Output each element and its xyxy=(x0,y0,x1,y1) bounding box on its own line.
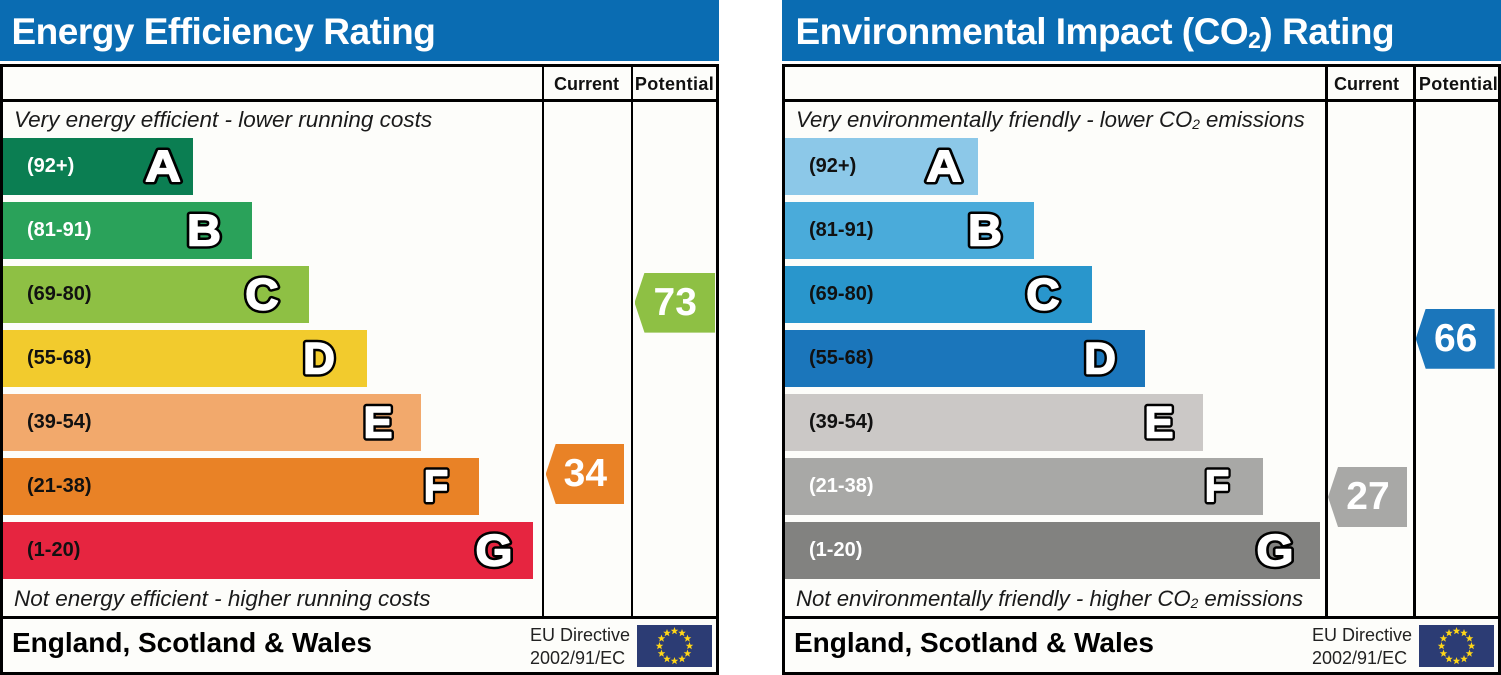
svg-text:F: F xyxy=(1205,462,1230,511)
svg-text:C: C xyxy=(245,270,278,319)
svg-text:B: B xyxy=(187,206,221,255)
svg-text:G: G xyxy=(1256,526,1293,575)
svg-text:B: B xyxy=(187,206,221,255)
svg-text:A: A xyxy=(926,142,962,191)
svg-text:A: A xyxy=(145,142,181,191)
svg-text:F: F xyxy=(424,462,449,511)
svg-text:G: G xyxy=(1256,526,1293,575)
svg-text:F: F xyxy=(424,462,449,511)
svg-text:E: E xyxy=(363,398,392,447)
svg-text:G: G xyxy=(475,526,512,575)
svg-text:G: G xyxy=(475,526,512,575)
svg-text:A: A xyxy=(926,142,962,191)
svg-text:A: A xyxy=(145,142,181,191)
svg-text:B: B xyxy=(968,206,1002,255)
svg-text:D: D xyxy=(303,334,335,383)
svg-text:C: C xyxy=(1026,270,1059,319)
svg-text:E: E xyxy=(1144,398,1173,447)
svg-text:F: F xyxy=(1205,462,1230,511)
svg-text:D: D xyxy=(1084,334,1116,383)
svg-text:E: E xyxy=(1144,398,1173,447)
svg-text:B: B xyxy=(968,206,1002,255)
svg-text:C: C xyxy=(245,270,278,319)
svg-text:C: C xyxy=(1026,270,1059,319)
svg-text:E: E xyxy=(363,398,392,447)
svg-text:D: D xyxy=(1084,334,1116,383)
svg-text:D: D xyxy=(303,334,335,383)
